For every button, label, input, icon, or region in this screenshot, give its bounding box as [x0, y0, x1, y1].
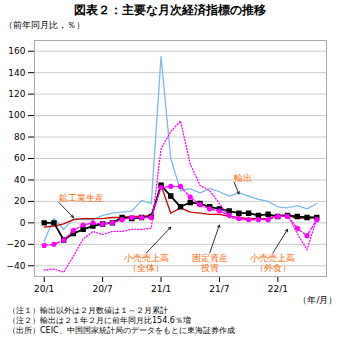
svg-text:−20: −20: [7, 239, 26, 249]
html-text:（出所）CEIC、中国国家統計局のデータをもとに東海証券作成: （出所）CEIC、中国国家統計局のデータをもとに東海証券作成: [8, 326, 235, 335]
svg-text:小売売上高（外食）: 小売売上高（外食）: [250, 253, 295, 273]
svg-text:固定資産投資: 固定資産投資: [192, 253, 228, 273]
svg-text:21/1: 21/1: [151, 284, 171, 294]
html-text:（注２）輸出は２１年２月に前年同月比154.6％増: （注２）輸出は２１年２月に前年同月比154.6％増: [8, 316, 191, 325]
svg-text:鉱工業生産: 鉱工業生産: [59, 193, 104, 203]
svg-text:20/1: 20/1: [34, 284, 54, 294]
svg-text:120: 120: [8, 89, 25, 99]
svg-text:（年/月）: （年/月）: [298, 295, 337, 305]
svg-text:輸出: 輸出: [234, 173, 252, 183]
svg-text:小売売上高（全体）: 小売売上高（全体）: [124, 253, 169, 273]
svg-text:21/7: 21/7: [209, 284, 229, 294]
svg-text:80: 80: [14, 132, 26, 142]
svg-text:0: 0: [20, 218, 26, 228]
svg-text:60: 60: [14, 153, 26, 163]
html-text:（注１）輸出以外は２月数値は１～２月累計: （注１）輸出以外は２月数値は１～２月累計: [8, 306, 168, 315]
svg-text:100: 100: [8, 110, 25, 120]
svg-text:−40: −40: [7, 261, 26, 271]
svg-text:20/7: 20/7: [93, 284, 113, 294]
html-text:図表２：主要な月次経済指標の推移: 図表２：主要な月次経済指標の推移: [74, 3, 266, 17]
svg-text:160: 160: [8, 46, 25, 56]
svg-text:40: 40: [14, 175, 26, 185]
svg-text:（前年同月比，％）: （前年同月比，％）: [4, 20, 85, 30]
svg-text:20: 20: [14, 196, 26, 206]
svg-text:140: 140: [8, 68, 25, 78]
svg-text:22/1: 22/1: [268, 284, 288, 294]
